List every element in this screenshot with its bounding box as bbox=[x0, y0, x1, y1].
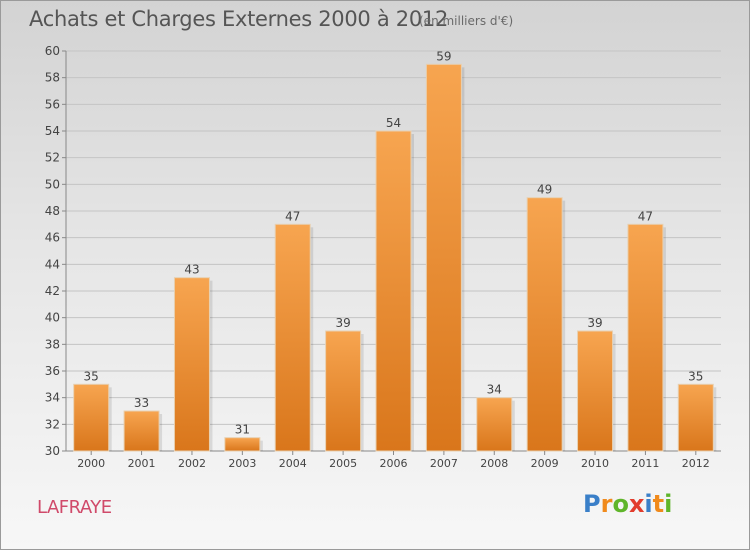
logo-letter: x bbox=[628, 490, 645, 518]
bar-value-label: 33 bbox=[134, 396, 149, 410]
y-tick-label: 36 bbox=[45, 364, 60, 378]
y-tick-label: 46 bbox=[45, 231, 60, 245]
bar bbox=[274, 223, 311, 452]
bar bbox=[577, 330, 614, 452]
y-tick-label: 44 bbox=[45, 257, 60, 271]
x-tick-label: 2008 bbox=[480, 457, 508, 470]
bar-value-label: 39 bbox=[587, 316, 602, 330]
y-tick-label: 32 bbox=[45, 417, 60, 431]
bar bbox=[627, 223, 664, 452]
y-tick-label: 38 bbox=[45, 337, 60, 351]
logo-letter: P bbox=[583, 490, 601, 518]
bar bbox=[526, 197, 563, 452]
x-tick-label: 2002 bbox=[178, 457, 206, 470]
bar-value-label: 31 bbox=[235, 423, 250, 437]
y-tick-label: 40 bbox=[45, 311, 60, 325]
bar-value-label: 59 bbox=[436, 49, 451, 63]
bar-value-label: 54 bbox=[386, 116, 401, 130]
y-tick-label: 56 bbox=[45, 97, 60, 111]
logo-letter: t bbox=[652, 490, 665, 518]
y-tick-label: 42 bbox=[45, 284, 60, 298]
y-tick-label: 54 bbox=[45, 124, 60, 138]
logo-letter: i bbox=[644, 490, 653, 518]
chart-title: Achats et Charges Externes 2000 à 2012 bbox=[29, 7, 449, 31]
x-tick-label: 2009 bbox=[531, 457, 559, 470]
bar-value-label: 34 bbox=[487, 383, 502, 397]
bar bbox=[677, 383, 714, 452]
x-tick-label: 2004 bbox=[279, 457, 307, 470]
logo-letter: o bbox=[612, 490, 629, 518]
x-tick-label: 2010 bbox=[581, 457, 609, 470]
y-tick-label: 48 bbox=[45, 204, 60, 218]
bar bbox=[173, 277, 210, 452]
x-tick-label: 2000 bbox=[77, 457, 105, 470]
chart-subtitle: (en milliers d'€) bbox=[419, 14, 514, 28]
bar-value-label: 35 bbox=[688, 369, 703, 383]
bar-value-label: 35 bbox=[84, 369, 99, 383]
y-tick-label: 50 bbox=[45, 177, 60, 191]
commune-name: LAFRAYE bbox=[37, 497, 112, 518]
y-tick-label: 34 bbox=[45, 391, 60, 405]
bar bbox=[476, 397, 513, 452]
bar-value-label: 39 bbox=[335, 316, 350, 330]
x-tick-label: 2012 bbox=[682, 457, 710, 470]
logo-letter: i bbox=[664, 490, 673, 518]
x-tick-label: 2011 bbox=[631, 457, 659, 470]
x-tick-label: 2007 bbox=[430, 457, 458, 470]
proxiti-logo: Proxiti bbox=[583, 490, 672, 518]
x-tick-label: 2001 bbox=[128, 457, 156, 470]
y-tick-label: 30 bbox=[45, 444, 60, 458]
bar bbox=[224, 437, 261, 452]
logo-letter: r bbox=[600, 490, 613, 518]
x-tick-label: 2003 bbox=[228, 457, 256, 470]
bar-value-label: 43 bbox=[184, 263, 199, 277]
bar-value-label: 47 bbox=[638, 209, 653, 223]
x-tick-label: 2005 bbox=[329, 457, 357, 470]
bar bbox=[123, 410, 160, 452]
bar-value-label: 49 bbox=[537, 183, 552, 197]
bar bbox=[375, 130, 412, 452]
x-tick-label: 2006 bbox=[380, 457, 408, 470]
y-tick-label: 52 bbox=[45, 151, 60, 165]
y-tick-label: 58 bbox=[45, 71, 60, 85]
bar bbox=[325, 330, 362, 452]
bar bbox=[425, 63, 462, 452]
y-tick-label: 60 bbox=[45, 44, 60, 58]
bar-value-label: 47 bbox=[285, 209, 300, 223]
bar bbox=[73, 383, 110, 452]
